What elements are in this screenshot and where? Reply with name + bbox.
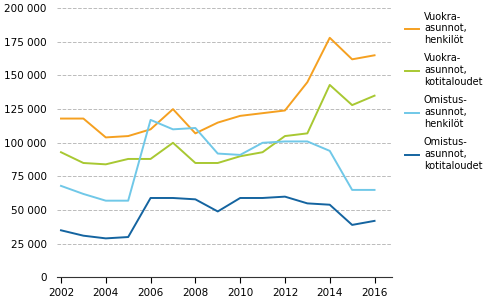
Vuokra-
asunnot,
henkilöt bbox=[260, 111, 266, 115]
Omistus-
asunnot,
henkilöt bbox=[237, 153, 243, 157]
Vuokra-
asunnot,
henkilöt bbox=[170, 107, 176, 111]
Omistus-
asunnot,
henkilöt bbox=[282, 140, 288, 143]
Omistus-
asunnot,
henkilöt bbox=[260, 141, 266, 145]
Vuokra-
asunnot,
henkilöt bbox=[148, 127, 154, 131]
Omistus-
asunnot,
henkilöt bbox=[81, 192, 86, 196]
Line: Vuokra-
asunnot,
henkilöt: Vuokra- asunnot, henkilöt bbox=[61, 38, 375, 137]
Omistus-
asunnot,
kotitaloudet bbox=[372, 219, 378, 223]
Line: Vuokra-
asunnot,
kotitaloudet: Vuokra- asunnot, kotitaloudet bbox=[61, 85, 375, 164]
Vuokra-
asunnot,
henkilöt bbox=[327, 36, 333, 40]
Vuokra-
asunnot,
henkilöt bbox=[215, 121, 221, 124]
Omistus-
asunnot,
henkilöt bbox=[58, 184, 64, 188]
Vuokra-
asunnot,
kotitaloudet bbox=[237, 154, 243, 158]
Line: Omistus-
asunnot,
henkilöt: Omistus- asunnot, henkilöt bbox=[61, 120, 375, 201]
Omistus-
asunnot,
kotitaloudet bbox=[58, 229, 64, 232]
Omistus-
asunnot,
kotitaloudet bbox=[215, 210, 221, 213]
Omistus-
asunnot,
kotitaloudet bbox=[103, 236, 109, 240]
Omistus-
asunnot,
henkilöt bbox=[103, 199, 109, 203]
Vuokra-
asunnot,
henkilöt bbox=[125, 134, 131, 138]
Vuokra-
asunnot,
kotitaloudet bbox=[58, 150, 64, 154]
Omistus-
asunnot,
henkilöt bbox=[148, 118, 154, 122]
Omistus-
asunnot,
kotitaloudet bbox=[327, 203, 333, 207]
Vuokra-
asunnot,
henkilöt bbox=[372, 53, 378, 57]
Vuokra-
asunnot,
henkilöt bbox=[103, 136, 109, 139]
Vuokra-
asunnot,
kotitaloudet bbox=[282, 134, 288, 138]
Vuokra-
asunnot,
henkilöt bbox=[304, 80, 310, 84]
Vuokra-
asunnot,
kotitaloudet bbox=[372, 94, 378, 98]
Vuokra-
asunnot,
kotitaloudet bbox=[125, 157, 131, 161]
Omistus-
asunnot,
henkilöt bbox=[372, 188, 378, 192]
Omistus-
asunnot,
kotitaloudet bbox=[192, 198, 198, 201]
Omistus-
asunnot,
kotitaloudet bbox=[304, 201, 310, 205]
Omistus-
asunnot,
henkilöt bbox=[327, 149, 333, 153]
Vuokra-
asunnot,
kotitaloudet bbox=[349, 103, 355, 107]
Omistus-
asunnot,
kotitaloudet bbox=[148, 196, 154, 200]
Vuokra-
asunnot,
kotitaloudet bbox=[192, 161, 198, 165]
Vuokra-
asunnot,
henkilöt bbox=[282, 109, 288, 112]
Omistus-
asunnot,
henkilöt bbox=[170, 127, 176, 131]
Omistus-
asunnot,
henkilöt bbox=[192, 126, 198, 130]
Vuokra-
asunnot,
henkilöt bbox=[349, 57, 355, 61]
Vuokra-
asunnot,
kotitaloudet bbox=[327, 83, 333, 87]
Line: Omistus-
asunnot,
kotitaloudet: Omistus- asunnot, kotitaloudet bbox=[61, 197, 375, 238]
Legend: Vuokra-
asunnot,
henkilöt, Vuokra-
asunnot,
kotitaloudet, Omistus-
asunnot,
henk: Vuokra- asunnot, henkilöt, Vuokra- asunn… bbox=[401, 8, 487, 175]
Omistus-
asunnot,
henkilöt bbox=[304, 140, 310, 143]
Omistus-
asunnot,
kotitaloudet bbox=[170, 196, 176, 200]
Vuokra-
asunnot,
kotitaloudet bbox=[260, 150, 266, 154]
Vuokra-
asunnot,
henkilöt bbox=[58, 117, 64, 120]
Omistus-
asunnot,
kotitaloudet bbox=[349, 223, 355, 227]
Omistus-
asunnot,
kotitaloudet bbox=[260, 196, 266, 200]
Vuokra-
asunnot,
henkilöt bbox=[81, 117, 86, 120]
Omistus-
asunnot,
kotitaloudet bbox=[237, 196, 243, 200]
Vuokra-
asunnot,
kotitaloudet bbox=[103, 162, 109, 166]
Omistus-
asunnot,
henkilöt bbox=[349, 188, 355, 192]
Vuokra-
asunnot,
kotitaloudet bbox=[304, 132, 310, 135]
Vuokra-
asunnot,
kotitaloudet bbox=[148, 157, 154, 161]
Omistus-
asunnot,
kotitaloudet bbox=[125, 235, 131, 239]
Omistus-
asunnot,
kotitaloudet bbox=[282, 195, 288, 198]
Vuokra-
asunnot,
kotitaloudet bbox=[215, 161, 221, 165]
Vuokra-
asunnot,
kotitaloudet bbox=[81, 161, 86, 165]
Omistus-
asunnot,
henkilöt bbox=[215, 152, 221, 155]
Vuokra-
asunnot,
henkilöt bbox=[237, 114, 243, 118]
Omistus-
asunnot,
henkilöt bbox=[125, 199, 131, 203]
Omistus-
asunnot,
kotitaloudet bbox=[81, 234, 86, 237]
Vuokra-
asunnot,
henkilöt bbox=[192, 132, 198, 135]
Vuokra-
asunnot,
kotitaloudet bbox=[170, 141, 176, 145]
